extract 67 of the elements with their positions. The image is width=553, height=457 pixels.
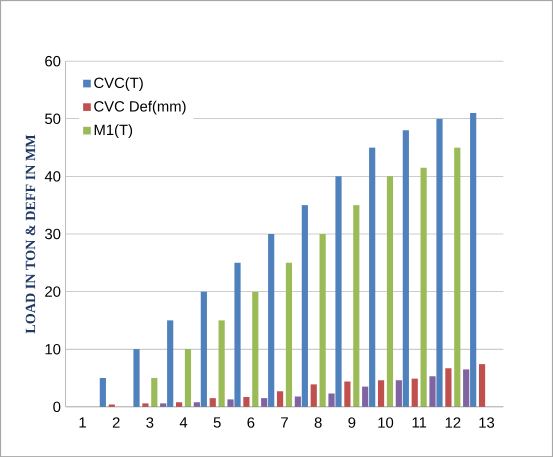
bar bbox=[234, 262, 241, 407]
bar bbox=[286, 262, 292, 407]
bar bbox=[396, 380, 402, 407]
y-tick-label: 50 bbox=[45, 113, 60, 124]
x-tick-label: 3 bbox=[146, 417, 154, 428]
legend-label: CVC Def(mm) bbox=[94, 100, 186, 114]
bar bbox=[470, 112, 476, 407]
x-tick-label: 9 bbox=[348, 417, 356, 428]
bar bbox=[436, 118, 443, 407]
bar bbox=[268, 234, 274, 407]
bar bbox=[328, 393, 335, 407]
bar bbox=[133, 349, 140, 407]
y-tick-label: 10 bbox=[46, 344, 60, 354]
x-tick-label: 10 bbox=[378, 417, 394, 428]
bar bbox=[378, 380, 384, 407]
bar bbox=[167, 320, 174, 407]
bar bbox=[302, 205, 308, 407]
y-tick-label: 60 bbox=[45, 56, 60, 66]
x-tick-label: 12 bbox=[446, 417, 460, 428]
bar bbox=[320, 234, 326, 407]
x-tick-label: 8 bbox=[314, 417, 322, 428]
legend-label: M1(T) bbox=[94, 124, 132, 138]
bar bbox=[386, 176, 394, 407]
bar bbox=[344, 381, 350, 407]
y-tick-label: 40 bbox=[44, 171, 60, 182]
x-tick-label: 11 bbox=[412, 417, 426, 428]
bar bbox=[369, 147, 376, 407]
y-tick-label: 30 bbox=[45, 228, 60, 240]
bar bbox=[210, 398, 216, 407]
bar bbox=[454, 147, 460, 407]
x-tick-label: 7 bbox=[281, 417, 288, 428]
bar bbox=[218, 320, 225, 407]
bar bbox=[252, 292, 258, 407]
bar bbox=[412, 378, 418, 407]
bar bbox=[335, 176, 342, 407]
x-tick-label: 4 bbox=[180, 417, 188, 428]
legend-label: CVC(T) bbox=[94, 77, 143, 91]
bar bbox=[478, 364, 486, 407]
bar bbox=[310, 384, 317, 407]
bar bbox=[420, 168, 427, 407]
bar bbox=[160, 403, 166, 407]
x-tick-label: 13 bbox=[479, 417, 494, 428]
x-tick-label: 2 bbox=[112, 417, 120, 428]
bar bbox=[261, 398, 268, 407]
x-tick-label: 1 bbox=[80, 417, 86, 428]
bar bbox=[176, 402, 182, 407]
bar bbox=[184, 349, 192, 407]
y-tick-label: 0 bbox=[53, 402, 60, 412]
bar bbox=[200, 292, 207, 407]
bar bbox=[108, 404, 115, 407]
bar bbox=[294, 396, 301, 407]
bar bbox=[402, 130, 409, 407]
x-tick-label: 5 bbox=[214, 417, 221, 428]
bar bbox=[463, 369, 470, 407]
bar bbox=[353, 205, 360, 407]
bar bbox=[194, 402, 200, 407]
x-tick-label: 6 bbox=[247, 417, 254, 428]
y-tick-label: 20 bbox=[45, 286, 60, 297]
bar bbox=[362, 386, 368, 407]
y-axis-title: LOAD IN TON & DEFF IN MM bbox=[26, 134, 36, 334]
bar bbox=[100, 378, 106, 407]
bar bbox=[445, 368, 452, 407]
bar bbox=[243, 396, 250, 407]
bar bbox=[429, 376, 436, 407]
bar bbox=[227, 399, 234, 407]
bar bbox=[151, 378, 158, 407]
bar bbox=[276, 391, 284, 407]
